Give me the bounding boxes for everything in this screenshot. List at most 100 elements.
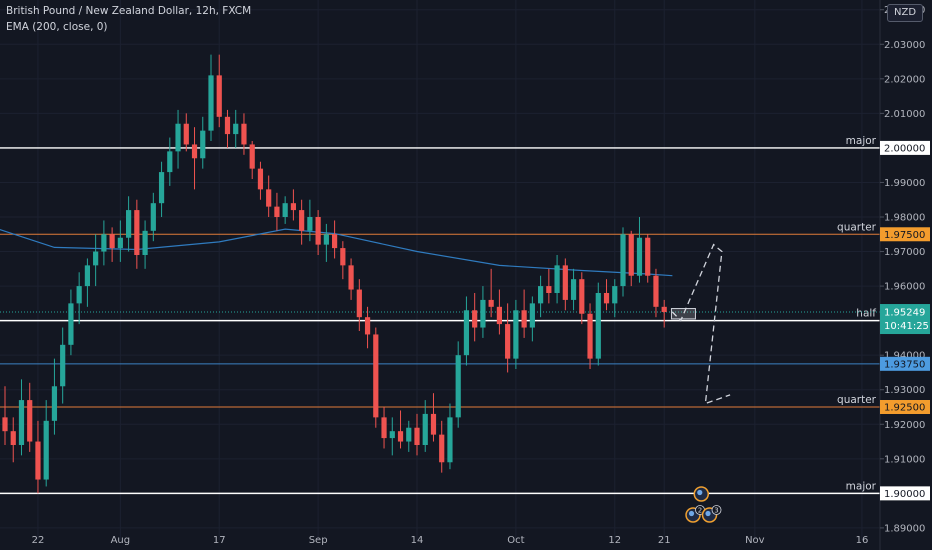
candle[interactable] — [389, 417, 395, 456]
candle-body — [595, 293, 601, 359]
candle[interactable] — [249, 141, 255, 179]
candle[interactable] — [150, 192, 156, 242]
candle[interactable] — [587, 303, 593, 369]
candle[interactable] — [472, 293, 478, 342]
candle[interactable] — [35, 420, 41, 494]
candle[interactable] — [60, 327, 66, 404]
candle[interactable] — [653, 268, 659, 318]
candle[interactable] — [645, 234, 651, 283]
candle[interactable] — [323, 223, 329, 262]
candle[interactable] — [620, 227, 626, 297]
candle[interactable] — [224, 109, 231, 148]
candle[interactable] — [570, 268, 577, 311]
candle[interactable] — [422, 400, 428, 452]
candle[interactable] — [636, 217, 643, 283]
candle[interactable] — [595, 282, 601, 366]
candle[interactable] — [208, 54, 214, 141]
candle[interactable] — [241, 113, 247, 155]
candle[interactable] — [290, 189, 296, 221]
candle[interactable] — [27, 382, 33, 452]
candle[interactable] — [521, 289, 527, 338]
candle[interactable] — [307, 199, 313, 242]
candle[interactable] — [430, 393, 437, 442]
event-marker-upper[interactable] — [693, 486, 710, 502]
candle[interactable] — [348, 258, 354, 300]
candle[interactable] — [381, 407, 387, 449]
candle[interactable] — [266, 175, 272, 217]
candle[interactable] — [562, 258, 568, 311]
candle[interactable] — [356, 279, 362, 331]
candle[interactable] — [93, 234, 99, 287]
candle[interactable] — [612, 279, 618, 318]
candle[interactable] — [126, 196, 132, 252]
candle-body — [612, 286, 618, 304]
candle[interactable] — [364, 306, 371, 349]
candle-body — [554, 265, 560, 293]
candle[interactable] — [167, 137, 173, 186]
level-price-tag: 2.00000 — [884, 143, 925, 154]
candle[interactable] — [513, 299, 519, 369]
candle-body — [35, 441, 41, 480]
candle[interactable] — [546, 268, 552, 304]
candle[interactable] — [496, 289, 502, 335]
candle[interactable] — [628, 230, 634, 287]
candle[interactable] — [439, 420, 445, 473]
candle[interactable] — [414, 413, 420, 456]
projection-box[interactable] — [670, 308, 696, 320]
candle[interactable] — [2, 386, 8, 445]
candle[interactable] — [101, 220, 107, 266]
candle[interactable] — [282, 196, 288, 224]
candle-body — [472, 310, 478, 328]
candle[interactable] — [397, 410, 404, 449]
candle[interactable] — [109, 227, 115, 262]
candle[interactable] — [274, 192, 280, 231]
candle[interactable] — [406, 420, 412, 452]
candle[interactable] — [200, 116, 206, 169]
candle[interactable] — [463, 296, 470, 366]
candle[interactable] — [51, 358, 58, 435]
candle[interactable] — [332, 220, 338, 259]
candle[interactable] — [603, 279, 610, 311]
candle[interactable] — [340, 241, 346, 280]
candle[interactable] — [76, 272, 82, 325]
candle[interactable] — [661, 299, 667, 328]
candle[interactable] — [299, 199, 305, 245]
candle[interactable] — [554, 255, 560, 304]
candle[interactable] — [505, 303, 511, 373]
candle[interactable] — [158, 161, 165, 217]
indicator-legend[interactable]: EMA (200, close, 0) — [6, 21, 108, 33]
candle[interactable] — [43, 400, 49, 487]
candle[interactable] — [68, 289, 74, 356]
candle[interactable] — [480, 286, 486, 338]
candle[interactable] — [216, 54, 222, 128]
symbol-legend[interactable]: British Pound / New Zealand Dollar, 12h,… — [6, 5, 252, 17]
candle[interactable] — [117, 220, 123, 262]
candle[interactable] — [183, 113, 189, 152]
candle[interactable] — [488, 268, 494, 318]
candle[interactable] — [529, 296, 535, 342]
candle[interactable] — [175, 109, 181, 169]
candle[interactable] — [18, 379, 25, 456]
event-marker[interactable]: 3 — [701, 505, 722, 523]
currency-badge[interactable]: NZD — [887, 4, 923, 22]
candle[interactable] — [233, 109, 239, 148]
candle[interactable] — [447, 403, 453, 470]
x-tick-label: 12 — [608, 535, 621, 546]
candle-body — [282, 203, 288, 217]
event-marker[interactable]: 2 — [685, 505, 705, 523]
candle[interactable] — [373, 327, 379, 428]
projection-dashed-path[interactable] — [671, 243, 731, 405]
candle[interactable] — [191, 127, 198, 190]
candle[interactable] — [579, 272, 585, 325]
candle[interactable] — [10, 417, 16, 463]
candle[interactable] — [455, 341, 461, 428]
candle[interactable] — [315, 210, 321, 255]
candle[interactable] — [538, 275, 544, 318]
candle[interactable] — [84, 258, 90, 307]
candle[interactable] — [257, 161, 264, 200]
candle[interactable] — [142, 220, 148, 269]
candle[interactable] — [134, 199, 140, 269]
